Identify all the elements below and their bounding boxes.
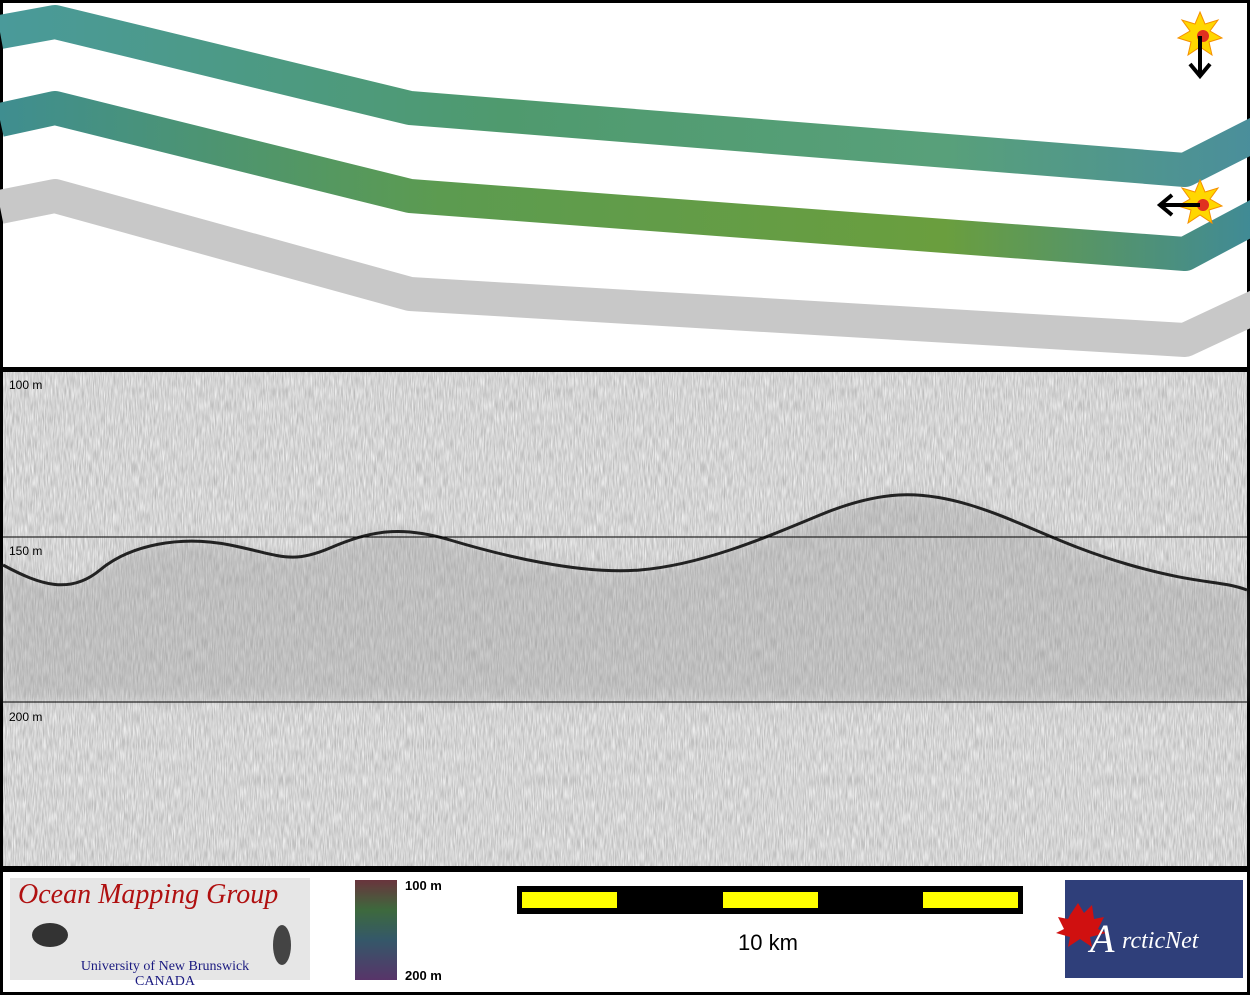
- swath-depth: [0, 91, 1250, 271]
- seafloor: [2, 493, 1248, 592]
- swath-shaded: [0, 5, 1250, 187]
- partner-initial: A: [1087, 916, 1115, 961]
- logo-line: CANADA: [135, 974, 196, 989]
- swath-backscatter: [0, 179, 1250, 357]
- depth-label: 150 m: [9, 544, 42, 558]
- colorbar: [355, 880, 397, 980]
- partner-name: rcticNet: [1122, 928, 1200, 954]
- scalebar-label: 10 km: [738, 930, 798, 955]
- depth-label: 200 m: [9, 710, 42, 724]
- sediment: [3, 494, 1247, 700]
- colorbar-label: 100 m: [405, 878, 442, 893]
- maple-leaf: [1056, 903, 1106, 947]
- logo-title: Ocean Mapping Group: [18, 879, 278, 910]
- logo-line: University of New Brunswick: [81, 959, 249, 974]
- colorbar-shade: [355, 880, 397, 980]
- logo-graphic: [273, 925, 291, 965]
- sun-icons: [1156, 10, 1224, 225]
- colorbar-label: 200 m: [405, 968, 442, 983]
- scalebar: [517, 886, 1023, 914]
- swaths: [0, 5, 1250, 357]
- logo-graphic: [32, 923, 68, 947]
- depth-label: 100 m: [9, 378, 42, 392]
